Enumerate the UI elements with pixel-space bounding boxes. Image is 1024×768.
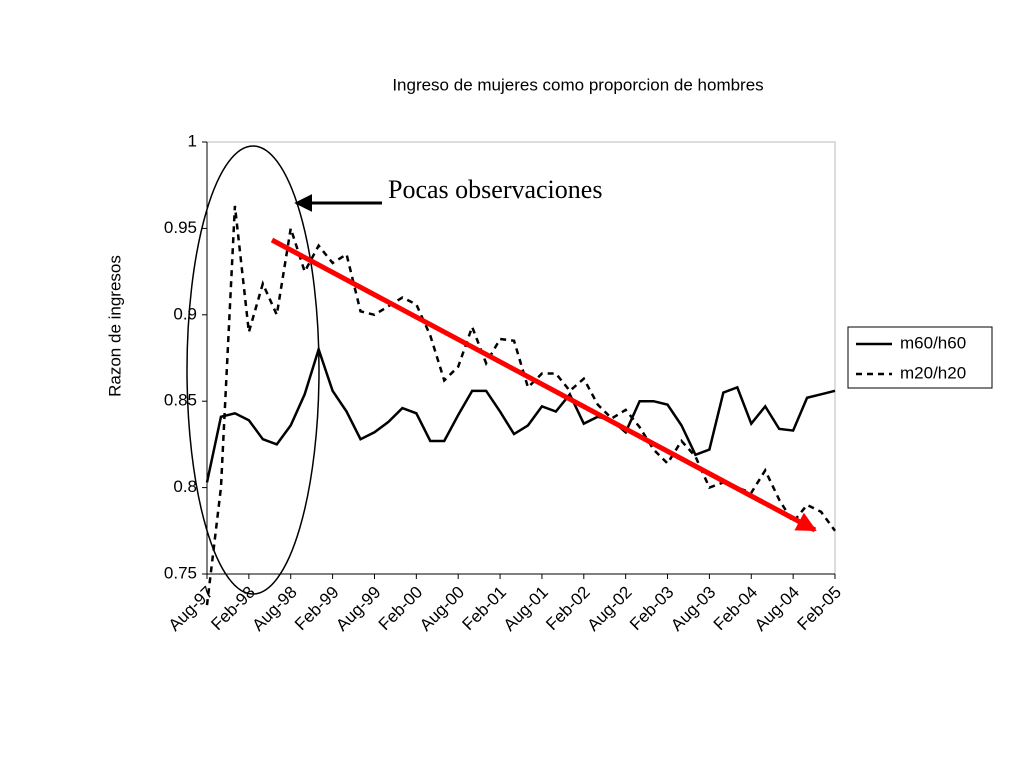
x-tick-label: Aug-04 — [751, 583, 803, 635]
x-tick-label: Aug-00 — [416, 583, 468, 635]
y-tick-label: 0.8 — [173, 477, 197, 496]
trend-arrow — [270, 237, 817, 533]
x-tick-label: Feb-05 — [793, 583, 845, 635]
series-line — [205, 205, 837, 606]
y-tick-label: 0.9 — [173, 304, 197, 323]
x-tick-label: Feb-03 — [626, 583, 678, 635]
x-tick-label: Feb-00 — [375, 583, 427, 635]
y-tick-label: 0.95 — [164, 218, 197, 237]
x-tick-label: Feb-98 — [207, 583, 259, 635]
x-tick-label: Feb-04 — [710, 583, 762, 635]
legend-label: m20/h20 — [900, 363, 966, 382]
y-tick-label: 0.85 — [164, 391, 197, 410]
y-axis-title: Razon de ingresos — [105, 255, 124, 397]
x-tick-label: Aug-01 — [500, 583, 552, 635]
x-tick-label: Aug-98 — [249, 583, 301, 635]
x-tick-label: Aug-02 — [583, 583, 635, 635]
highlight-ellipse — [186, 145, 320, 595]
x-tick-label: Feb-02 — [542, 583, 594, 635]
legend-box — [847, 326, 993, 389]
x-tick-label: Aug-03 — [667, 583, 719, 635]
legend-label: m60/h60 — [900, 333, 966, 352]
x-tick-label: Feb-99 — [291, 583, 343, 635]
y-tick-label: 0.75 — [164, 563, 197, 582]
y-tick-label: 1 — [188, 131, 197, 150]
x-tick-label: Feb-01 — [459, 583, 511, 635]
series-line — [205, 345, 836, 483]
x-tick-label: Aug-99 — [332, 583, 384, 635]
plot-frame — [206, 141, 836, 575]
annotation: Pocas observaciones — [388, 175, 602, 204]
chart-title: Ingreso de mujeres como proporcion de ho… — [392, 75, 763, 94]
